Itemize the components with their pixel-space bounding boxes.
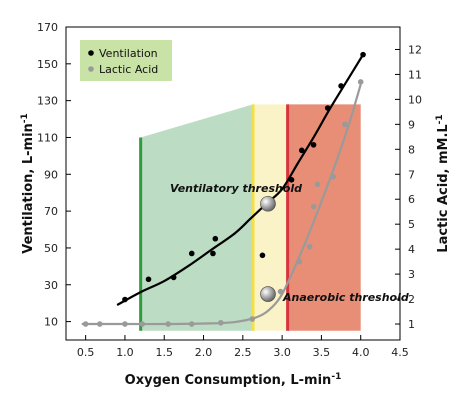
y-right-tick-label: 11 <box>408 68 422 81</box>
y-left-tick-label: 150 <box>37 58 58 71</box>
y-right-axis-title-sup: -1 <box>435 114 445 124</box>
data-point-ventilation <box>298 147 305 154</box>
legend-marker <box>88 66 94 72</box>
data-point-ventilation <box>310 142 317 148</box>
y-left-tick-label: 170 <box>37 21 58 34</box>
anaerobic-threshold-marker <box>260 286 276 302</box>
y-left-tick-label: 70 <box>44 205 58 218</box>
data-point-ventilation <box>122 296 128 303</box>
data-points <box>82 51 366 327</box>
threshold-regions <box>139 104 361 331</box>
legend: Ventilation Lactic Acid <box>80 40 172 81</box>
y-left-tick-label: 130 <box>37 95 58 108</box>
ventilatory-threshold-marker <box>260 195 276 212</box>
data-point-ventilation <box>259 252 266 259</box>
x-tick-label: 1.0 <box>116 346 134 359</box>
y-right-tick-label: 5 <box>408 218 415 231</box>
data-point-lactic-acid <box>342 121 348 128</box>
data-point-ventilation <box>145 276 152 283</box>
legend-marker <box>88 50 94 56</box>
data-point-ventilation <box>324 105 331 111</box>
region-red <box>287 104 361 331</box>
data-point-lactic-acid <box>122 321 128 327</box>
threshold-annotations: Ventilatory threshold Anaerobic threshold <box>170 182 409 304</box>
data-point-lactic-acid <box>139 321 146 327</box>
x-tick-label: 4.0 <box>352 346 370 359</box>
threshold-markers <box>260 195 276 302</box>
data-point-ventilation <box>288 177 295 183</box>
region-green <box>140 104 254 331</box>
data-point-lactic-acid <box>330 173 337 180</box>
y-right-axis-title: Lactic Acid, mM.L-1 <box>435 114 451 252</box>
data-point-ventilation <box>338 83 344 89</box>
data-point-lactic-acid <box>188 321 195 327</box>
data-point-lactic-acid <box>249 316 256 322</box>
data-point-ventilation <box>212 235 219 242</box>
plot-frame <box>65 26 401 341</box>
data-point-ventilation <box>170 274 177 281</box>
data-point-lactic-acid <box>82 321 89 327</box>
x-axis-title-sup: -1 <box>331 372 341 382</box>
y-right-tick-label: 10 <box>408 93 422 106</box>
x-tick-label: 2.5 <box>234 346 252 359</box>
y-right-tick-label: 3 <box>408 268 415 281</box>
x-tick-label: 0.5 <box>77 346 95 359</box>
y-right-tick-label: 4 <box>408 243 415 256</box>
x-tick-label: 2.0 <box>195 346 213 359</box>
data-point-lactic-acid <box>314 181 321 188</box>
data-point-ventilation <box>210 250 216 257</box>
y-right-tick-label: 12 <box>408 43 422 56</box>
y-right-tick-label: 7 <box>408 168 415 181</box>
y-left-axis-title-sup: -1 <box>20 113 30 123</box>
y-left-tick-label: 110 <box>37 131 58 144</box>
data-point-lactic-acid <box>310 203 317 210</box>
x-axis-title: Oxygen Consumption, L-min-1 <box>125 372 342 388</box>
y-left-tick-label: 10 <box>44 316 58 329</box>
x-tick-label: 3.5 <box>313 346 331 359</box>
x-tick-label: 4.5 <box>391 346 409 359</box>
y-right-tick-label: 6 <box>408 193 415 206</box>
data-point-lactic-acid <box>218 319 224 326</box>
data-point-lactic-acid <box>296 258 303 265</box>
legend-label: Lactic Acid <box>99 63 158 76</box>
data-point-lactic-acid <box>357 79 364 85</box>
x-tick-label: 1.5 <box>155 346 173 359</box>
x-tick-label: 3.0 <box>273 346 291 359</box>
y-left-tick-label: 50 <box>44 242 58 255</box>
data-point-ventilation <box>360 51 366 58</box>
data-point-ventilation <box>188 250 195 257</box>
data-point-lactic-acid <box>165 321 171 327</box>
y-right-tick-label: 1 <box>408 318 415 331</box>
data-point-lactic-acid <box>277 288 284 295</box>
data-point-lactic-acid <box>306 243 313 250</box>
data-point-lactic-acid <box>96 321 103 327</box>
legend-box <box>80 40 172 81</box>
y-left-tick-label: 90 <box>44 168 58 181</box>
y-right-tick-label: 8 <box>408 143 415 156</box>
region-yellow <box>253 104 288 331</box>
anaerobic-threshold-label: Anaerobic threshold <box>282 291 409 304</box>
y-right-tick-label: 9 <box>408 118 415 131</box>
axis-titles: Oxygen Consumption, L-min-1 Ventilation, … <box>20 113 451 388</box>
legend-label: Ventilation <box>99 47 158 60</box>
y-left-axis-title: Ventilation, L-min-1 <box>20 113 36 254</box>
y-right-tick-label: 2 <box>408 293 415 306</box>
ventilatory-threshold-label: Ventilatory threshold <box>170 182 302 195</box>
series-line-1 <box>116 54 365 306</box>
y-left-tick-label: 30 <box>44 279 58 292</box>
axes: 0.5 1.0 1.5 2.0 2.5 3.0 3.5 4.0 4.51030507090110… <box>37 21 422 359</box>
